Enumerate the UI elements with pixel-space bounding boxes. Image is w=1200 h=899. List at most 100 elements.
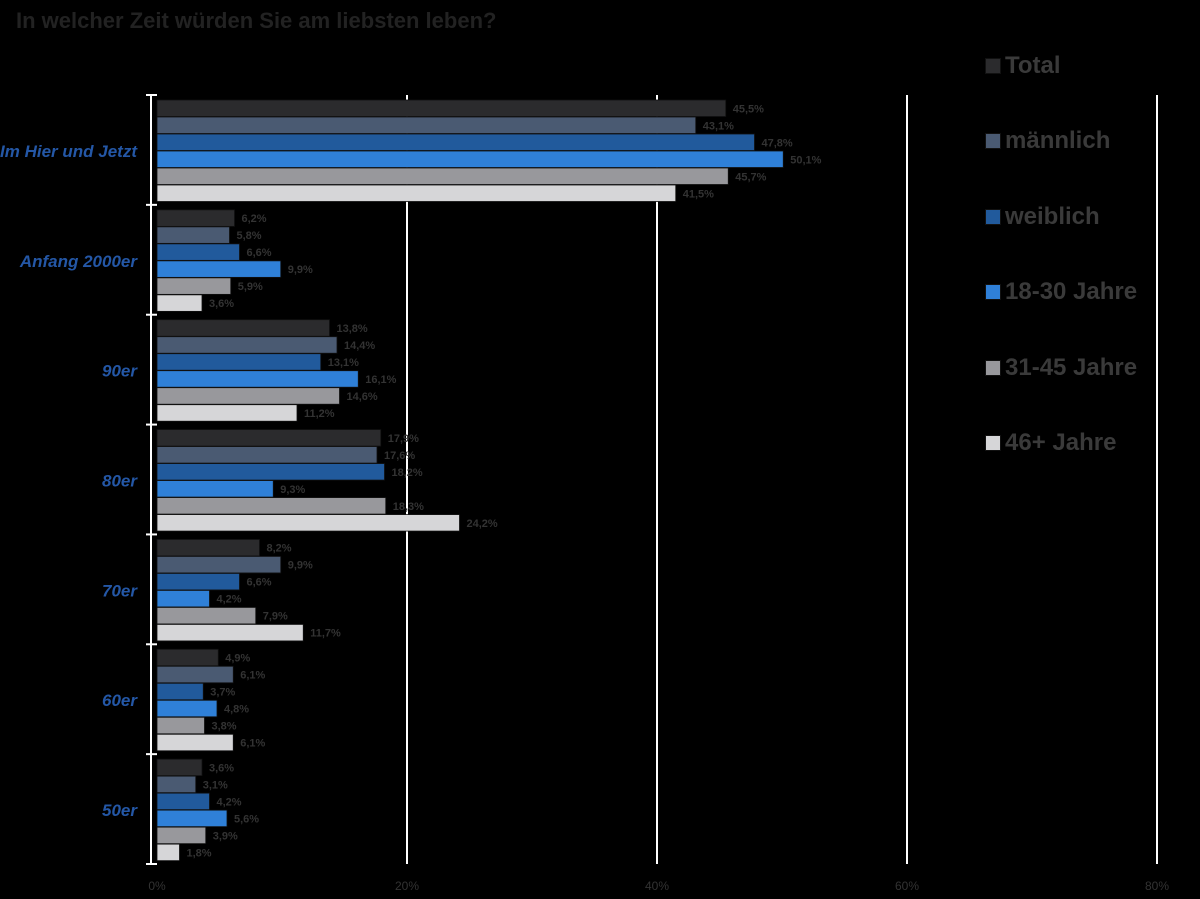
data-label: 4,2% bbox=[217, 594, 242, 606]
bar bbox=[156, 539, 260, 557]
bar bbox=[156, 387, 340, 405]
data-label: 9,9% bbox=[288, 560, 313, 572]
bar bbox=[156, 336, 338, 354]
data-label: 4,2% bbox=[217, 796, 242, 808]
data-label: 17,6% bbox=[384, 450, 415, 462]
data-label: 6,1% bbox=[240, 738, 265, 750]
bar bbox=[156, 775, 197, 794]
data-label: 8,2% bbox=[267, 543, 292, 555]
data-label: 5,9% bbox=[238, 281, 263, 293]
data-label: 9,3% bbox=[280, 484, 305, 496]
bar bbox=[156, 116, 697, 134]
chart-title: In welcher Zeit würden Sie am liebsten l… bbox=[16, 8, 497, 33]
category-label: 50er bbox=[102, 801, 138, 820]
x-tick-label: 20% bbox=[395, 879, 419, 893]
legend-label: männlich bbox=[1005, 127, 1111, 155]
data-label: 14,4% bbox=[344, 340, 375, 352]
legend-swatch bbox=[985, 57, 1001, 74]
bar bbox=[156, 463, 385, 481]
legend-label: 46+ Jahre bbox=[1005, 429, 1117, 457]
data-label: 3,1% bbox=[203, 779, 228, 791]
data-label: 11,2% bbox=[304, 408, 335, 420]
bar bbox=[156, 99, 727, 117]
data-label: 43,1% bbox=[703, 120, 734, 132]
data-label: 41,5% bbox=[683, 188, 714, 200]
legend-item: 31-45 Jahre bbox=[985, 330, 1195, 406]
data-label: 3,7% bbox=[210, 687, 235, 699]
data-label: 47,8% bbox=[762, 137, 793, 149]
data-label: 4,9% bbox=[225, 653, 250, 665]
data-label: 9,9% bbox=[288, 264, 313, 276]
bar bbox=[156, 226, 230, 244]
bar bbox=[156, 758, 203, 777]
category-label: 90er bbox=[102, 362, 138, 381]
legend-swatch bbox=[985, 284, 1001, 301]
data-label: 3,6% bbox=[209, 762, 234, 774]
legend-label: weiblich bbox=[1005, 202, 1100, 230]
category-label: 60er bbox=[102, 691, 138, 710]
legend-item: weiblich bbox=[985, 179, 1195, 255]
data-label: 6,6% bbox=[247, 577, 272, 589]
bar bbox=[156, 733, 234, 752]
legend-swatch bbox=[985, 359, 1001, 376]
x-tick-label: 40% bbox=[645, 879, 669, 893]
bar bbox=[156, 514, 460, 532]
legend-item: männlich bbox=[985, 104, 1195, 180]
x-tick-label: 0% bbox=[148, 879, 166, 893]
legend-label: Total bbox=[1005, 51, 1061, 79]
category-label: Im Hier und Jetzt bbox=[0, 142, 138, 161]
bar bbox=[156, 184, 677, 202]
data-label: 3,6% bbox=[209, 298, 234, 310]
bar bbox=[156, 429, 382, 447]
bar bbox=[156, 699, 218, 718]
data-label: 13,8% bbox=[337, 323, 368, 335]
data-label: 18,2% bbox=[392, 467, 423, 479]
legend-swatch bbox=[985, 208, 1001, 225]
bar bbox=[156, 133, 755, 151]
data-label: 14,6% bbox=[347, 391, 378, 403]
bar bbox=[156, 353, 322, 371]
x-tick-label: 60% bbox=[895, 879, 919, 893]
bar bbox=[156, 826, 207, 845]
bar bbox=[156, 243, 240, 261]
bar bbox=[156, 682, 204, 701]
data-label: 1,8% bbox=[187, 847, 212, 859]
bar bbox=[156, 648, 219, 667]
bar bbox=[156, 497, 387, 515]
bar bbox=[156, 665, 234, 684]
data-label: 5,6% bbox=[234, 813, 259, 825]
data-label: 18,3% bbox=[393, 501, 424, 513]
data-label: 6,1% bbox=[240, 670, 265, 682]
legend-item: 18-30 Jahre bbox=[985, 255, 1195, 331]
bar bbox=[156, 556, 282, 574]
bar bbox=[156, 294, 203, 312]
bar bbox=[156, 209, 235, 227]
data-label: 24,2% bbox=[467, 518, 498, 530]
bar bbox=[156, 590, 210, 608]
data-label: 3,8% bbox=[212, 721, 237, 733]
legend-item: Total bbox=[985, 28, 1195, 104]
bar bbox=[156, 150, 784, 168]
bar bbox=[156, 792, 210, 811]
legend-label: 31-45 Jahre bbox=[1005, 353, 1138, 381]
x-tick-label: 80% bbox=[1145, 879, 1169, 893]
bar bbox=[156, 716, 205, 735]
data-label: 45,7% bbox=[735, 171, 766, 183]
bar bbox=[156, 404, 298, 422]
legend-label: 18-30 Jahre bbox=[1005, 278, 1138, 306]
legend-swatch bbox=[985, 435, 1001, 452]
category-label: 70er bbox=[102, 581, 138, 600]
data-label: 13,1% bbox=[328, 357, 359, 369]
category-label: 80er bbox=[102, 472, 138, 491]
data-label: 16,1% bbox=[365, 374, 396, 386]
data-label: 45,5% bbox=[733, 103, 764, 115]
data-label: 6,2% bbox=[242, 213, 267, 225]
bar bbox=[156, 446, 378, 464]
data-label: 5,8% bbox=[237, 230, 262, 242]
bar bbox=[156, 370, 359, 388]
legend-item: 46+ Jahre bbox=[985, 406, 1195, 482]
data-label: 50,1% bbox=[790, 154, 821, 166]
chart-legend: Total männlich weiblich 18-30 Jahre 31-45 Ja… bbox=[985, 28, 1195, 481]
category-label: Anfang 2000er bbox=[19, 252, 139, 271]
